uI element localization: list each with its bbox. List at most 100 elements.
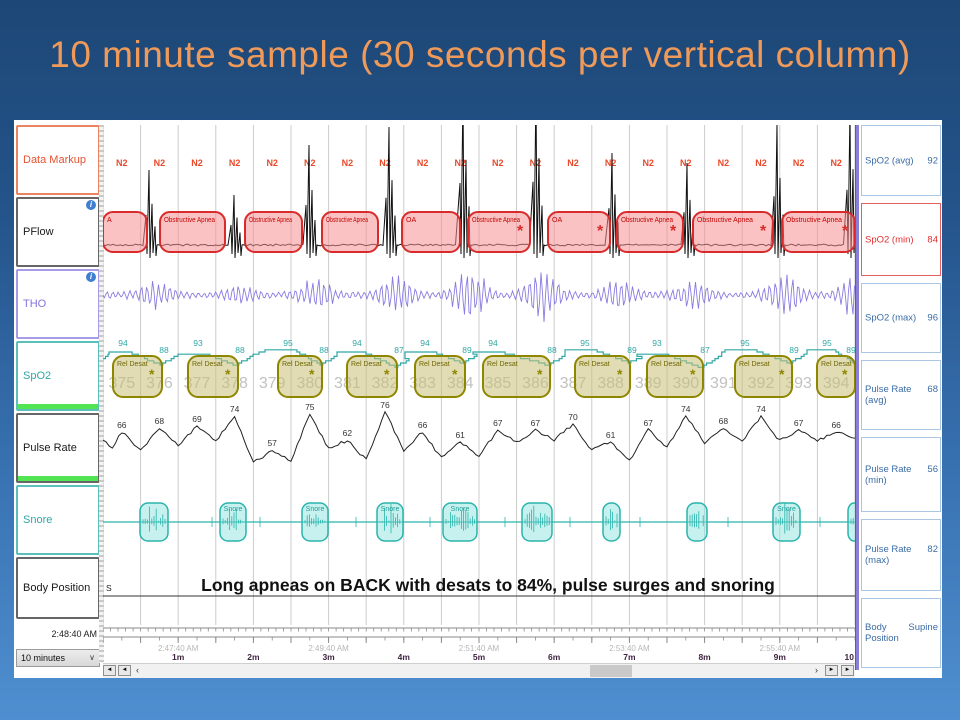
- apnea-star-icon: *: [842, 223, 849, 240]
- snore-event-box[interactable]: [521, 502, 553, 542]
- snore-event[interactable]: Snore: [772, 502, 801, 542]
- apnea-event[interactable]: OA *: [547, 211, 611, 253]
- desat-event[interactable]: Rel Desat*: [816, 355, 855, 398]
- desat-event-box[interactable]: [187, 355, 239, 398]
- spo2-min-label: 87: [394, 345, 404, 355]
- app-window: Data Markup i PFlow i THO SpO2 Pulse Rate Snore…: [14, 120, 942, 678]
- stat-value: 68: [927, 384, 938, 395]
- apnea-event-box[interactable]: [616, 211, 684, 253]
- apnea-event[interactable]: Obstructive Apnea: [244, 211, 303, 253]
- snore-event[interactable]: Snore: [219, 502, 247, 542]
- scrollbar-thumb[interactable]: [590, 665, 632, 677]
- desat-event-box[interactable]: [574, 355, 631, 398]
- channel-box-data-markup[interactable]: Data Markup: [16, 125, 100, 195]
- channel-box-pflow[interactable]: i PFlow: [16, 197, 100, 267]
- snore-event-box[interactable]: [376, 502, 404, 542]
- horizontal-scrollbar[interactable]: ◄ ◄ ‹ › ► ►: [103, 663, 855, 678]
- apnea-event[interactable]: Obstructive Apnea*: [467, 211, 531, 253]
- channel-box-spo2[interactable]: SpO2: [16, 341, 100, 411]
- snore-event[interactable]: Snore: [376, 502, 404, 542]
- desat-event[interactable]: Rel Desat*: [187, 355, 239, 398]
- apnea-event[interactable]: Obstructive Apnea*: [616, 211, 684, 253]
- apnea-event[interactable]: A: [103, 211, 148, 253]
- scroll-left-arrow[interactable]: ‹: [136, 665, 139, 675]
- desat-event-box[interactable]: [277, 355, 323, 398]
- apnea-event-box[interactable]: [547, 211, 611, 253]
- spo2-peak-label: 94: [352, 338, 362, 348]
- desat-event-box[interactable]: [346, 355, 398, 398]
- channel-box-tho[interactable]: i THO: [16, 269, 100, 339]
- desat-event-box[interactable]: [734, 355, 793, 398]
- apnea-event-box[interactable]: [159, 211, 226, 253]
- stat-box-spo2-min-[interactable]: SpO2 (min) 84: [861, 203, 941, 276]
- spo2-peak-label: 95: [283, 338, 293, 348]
- desat-event[interactable]: Rel Desat*: [112, 355, 163, 398]
- apnea-event-box[interactable]: [103, 211, 148, 253]
- desat-event-box[interactable]: [112, 355, 163, 398]
- snore-event[interactable]: [847, 502, 855, 542]
- desat-event[interactable]: Rel Desat*: [734, 355, 793, 398]
- desat-event-box[interactable]: [816, 355, 855, 398]
- snore-event[interactable]: [686, 502, 708, 542]
- scroll-right-arrow[interactable]: ›: [815, 665, 818, 675]
- apnea-event-box[interactable]: [467, 211, 531, 253]
- snore-event-box[interactable]: [442, 502, 478, 542]
- channel-box-snore[interactable]: Snore: [16, 485, 100, 555]
- info-icon[interactable]: i: [86, 200, 96, 210]
- apnea-event-box[interactable]: [401, 211, 461, 253]
- snore-event[interactable]: Snore: [442, 502, 478, 542]
- desat-event[interactable]: Rel Desat*: [482, 355, 551, 398]
- desat-event[interactable]: Rel Desat*: [646, 355, 704, 398]
- apnea-event[interactable]: Obstructive Apnea*: [781, 211, 855, 253]
- snore-event[interactable]: [139, 502, 169, 542]
- apnea-event[interactable]: Obstructive Apnea*: [692, 211, 774, 253]
- stat-box-body-position[interactable]: Body Position Supine: [861, 598, 941, 668]
- apnea-event-box[interactable]: [244, 211, 303, 253]
- stat-box-spo2-avg-[interactable]: SpO2 (avg) 92: [861, 125, 941, 196]
- apnea-event-box[interactable]: [321, 211, 379, 253]
- stat-box-spo2-max-[interactable]: SpO2 (max) 96: [861, 283, 941, 353]
- right-scroll-strip[interactable]: [855, 125, 859, 670]
- stat-box-pulse-rate-avg-[interactable]: Pulse Rate (avg) 68: [861, 360, 941, 430]
- stat-box-pulse-rate-min-[interactable]: Pulse Rate (min) 56: [861, 437, 941, 512]
- desat-event[interactable]: Rel Desat*: [277, 355, 323, 398]
- desat-event-box[interactable]: [646, 355, 704, 398]
- scroll-next-page-button[interactable]: ►: [825, 665, 838, 676]
- apnea-event-box[interactable]: [781, 211, 855, 253]
- desat-event-box[interactable]: [482, 355, 551, 398]
- chart-area[interactable]: 3753763773783793803813823833843853863873…: [103, 125, 855, 663]
- desat-event[interactable]: Rel Desat*: [574, 355, 631, 398]
- scroll-last-button[interactable]: ►: [841, 665, 854, 676]
- desat-event-box[interactable]: [414, 355, 466, 398]
- scroll-prev-page-button[interactable]: ◄: [118, 665, 131, 676]
- pulse-rate-label: 61: [455, 430, 465, 440]
- spo2-peak-label: 95: [740, 338, 750, 348]
- snore-event-box[interactable]: [602, 502, 621, 542]
- snore-event-box[interactable]: [686, 502, 708, 542]
- snore-event-box[interactable]: [301, 502, 329, 542]
- info-icon[interactable]: i: [86, 272, 96, 282]
- desat-event[interactable]: Rel Desat*: [414, 355, 466, 398]
- channel-box-body-position[interactable]: Body Position: [16, 557, 100, 619]
- channel-box-pulse-rate[interactable]: Pulse Rate: [16, 413, 100, 483]
- scroll-first-button[interactable]: ◄: [103, 665, 116, 676]
- apnea-event[interactable]: Obstructive Apnea: [321, 211, 379, 253]
- apnea-event-box[interactable]: [692, 211, 774, 253]
- apnea-event-label: OA: [406, 217, 416, 224]
- apnea-event[interactable]: OA: [401, 211, 461, 253]
- snore-event[interactable]: Snore: [301, 502, 329, 542]
- desat-event-label: Rel Desat: [351, 361, 382, 368]
- left-scroll-strip[interactable]: [99, 125, 104, 663]
- snore-event-box[interactable]: [772, 502, 801, 542]
- snore-event[interactable]: [602, 502, 621, 542]
- desat-event[interactable]: Rel Desat*: [346, 355, 398, 398]
- snore-event-box[interactable]: [847, 502, 855, 542]
- window-length-select[interactable]: 10 minutes ∨: [16, 649, 100, 667]
- snore-event[interactable]: [521, 502, 553, 542]
- spo2-peak-label: 94: [488, 338, 498, 348]
- body-position-value: S: [106, 583, 112, 593]
- stat-box-pulse-rate-max-[interactable]: Pulse Rate (max) 82: [861, 519, 941, 591]
- apnea-event[interactable]: Obstructive Apnea: [159, 211, 226, 253]
- snore-event-box[interactable]: [219, 502, 247, 542]
- sleep-stage-label: N2: [266, 158, 278, 168]
